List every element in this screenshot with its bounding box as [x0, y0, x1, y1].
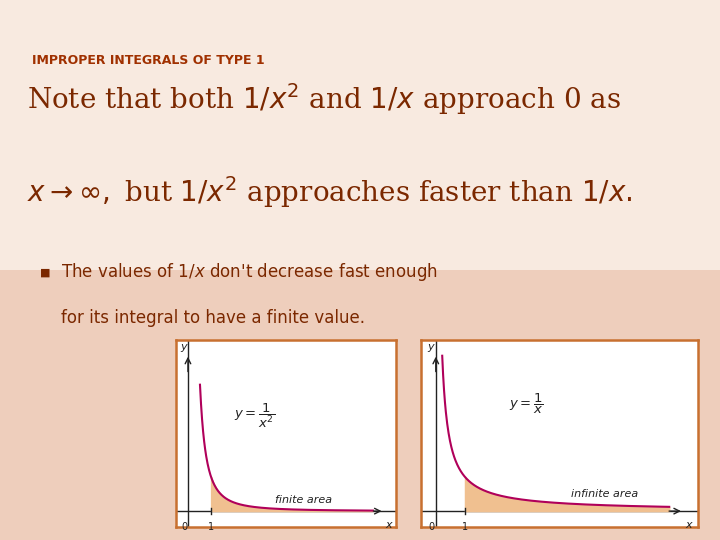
Text: $y$: $y$ [427, 342, 436, 354]
Text: IMPROPER INTEGRALS OF TYPE 1: IMPROPER INTEGRALS OF TYPE 1 [32, 53, 265, 66]
Text: $x$: $x$ [384, 519, 394, 530]
Bar [0, 270, 720, 540]
Text: Note that both $1/x^2$ and $1/x$ approach 0 as: Note that both $1/x^2$ and $1/x$ approac… [27, 81, 621, 117]
Text: $1$: $1$ [207, 519, 215, 532]
Bar [0, 0, 720, 270]
Text: The values of $1/x$ don't decrease fast enough: The values of $1/x$ don't decrease fast … [61, 261, 438, 283]
Text: $y = \dfrac{1}{x}$: $y = \dfrac{1}{x}$ [509, 392, 544, 416]
Text: infinite area: infinite area [572, 489, 639, 499]
Text: ■: ■ [40, 267, 50, 278]
Text: $x \to \infty,$ but $1/x^2$ approaches faster than $1/x.$: $x \to \infty,$ but $1/x^2$ approaches f… [27, 174, 633, 210]
Text: $y = \dfrac{1}{x^2}$: $y = \dfrac{1}{x^2}$ [234, 402, 275, 430]
Text: $x$: $x$ [685, 519, 694, 530]
Text: $y$: $y$ [180, 342, 189, 354]
Text: $1$: $1$ [462, 519, 469, 532]
Text: $0$: $0$ [428, 519, 435, 532]
Text: finite area: finite area [275, 495, 332, 505]
Text: $0$: $0$ [181, 519, 188, 532]
Text: for its integral to have a finite value.: for its integral to have a finite value. [61, 309, 365, 327]
